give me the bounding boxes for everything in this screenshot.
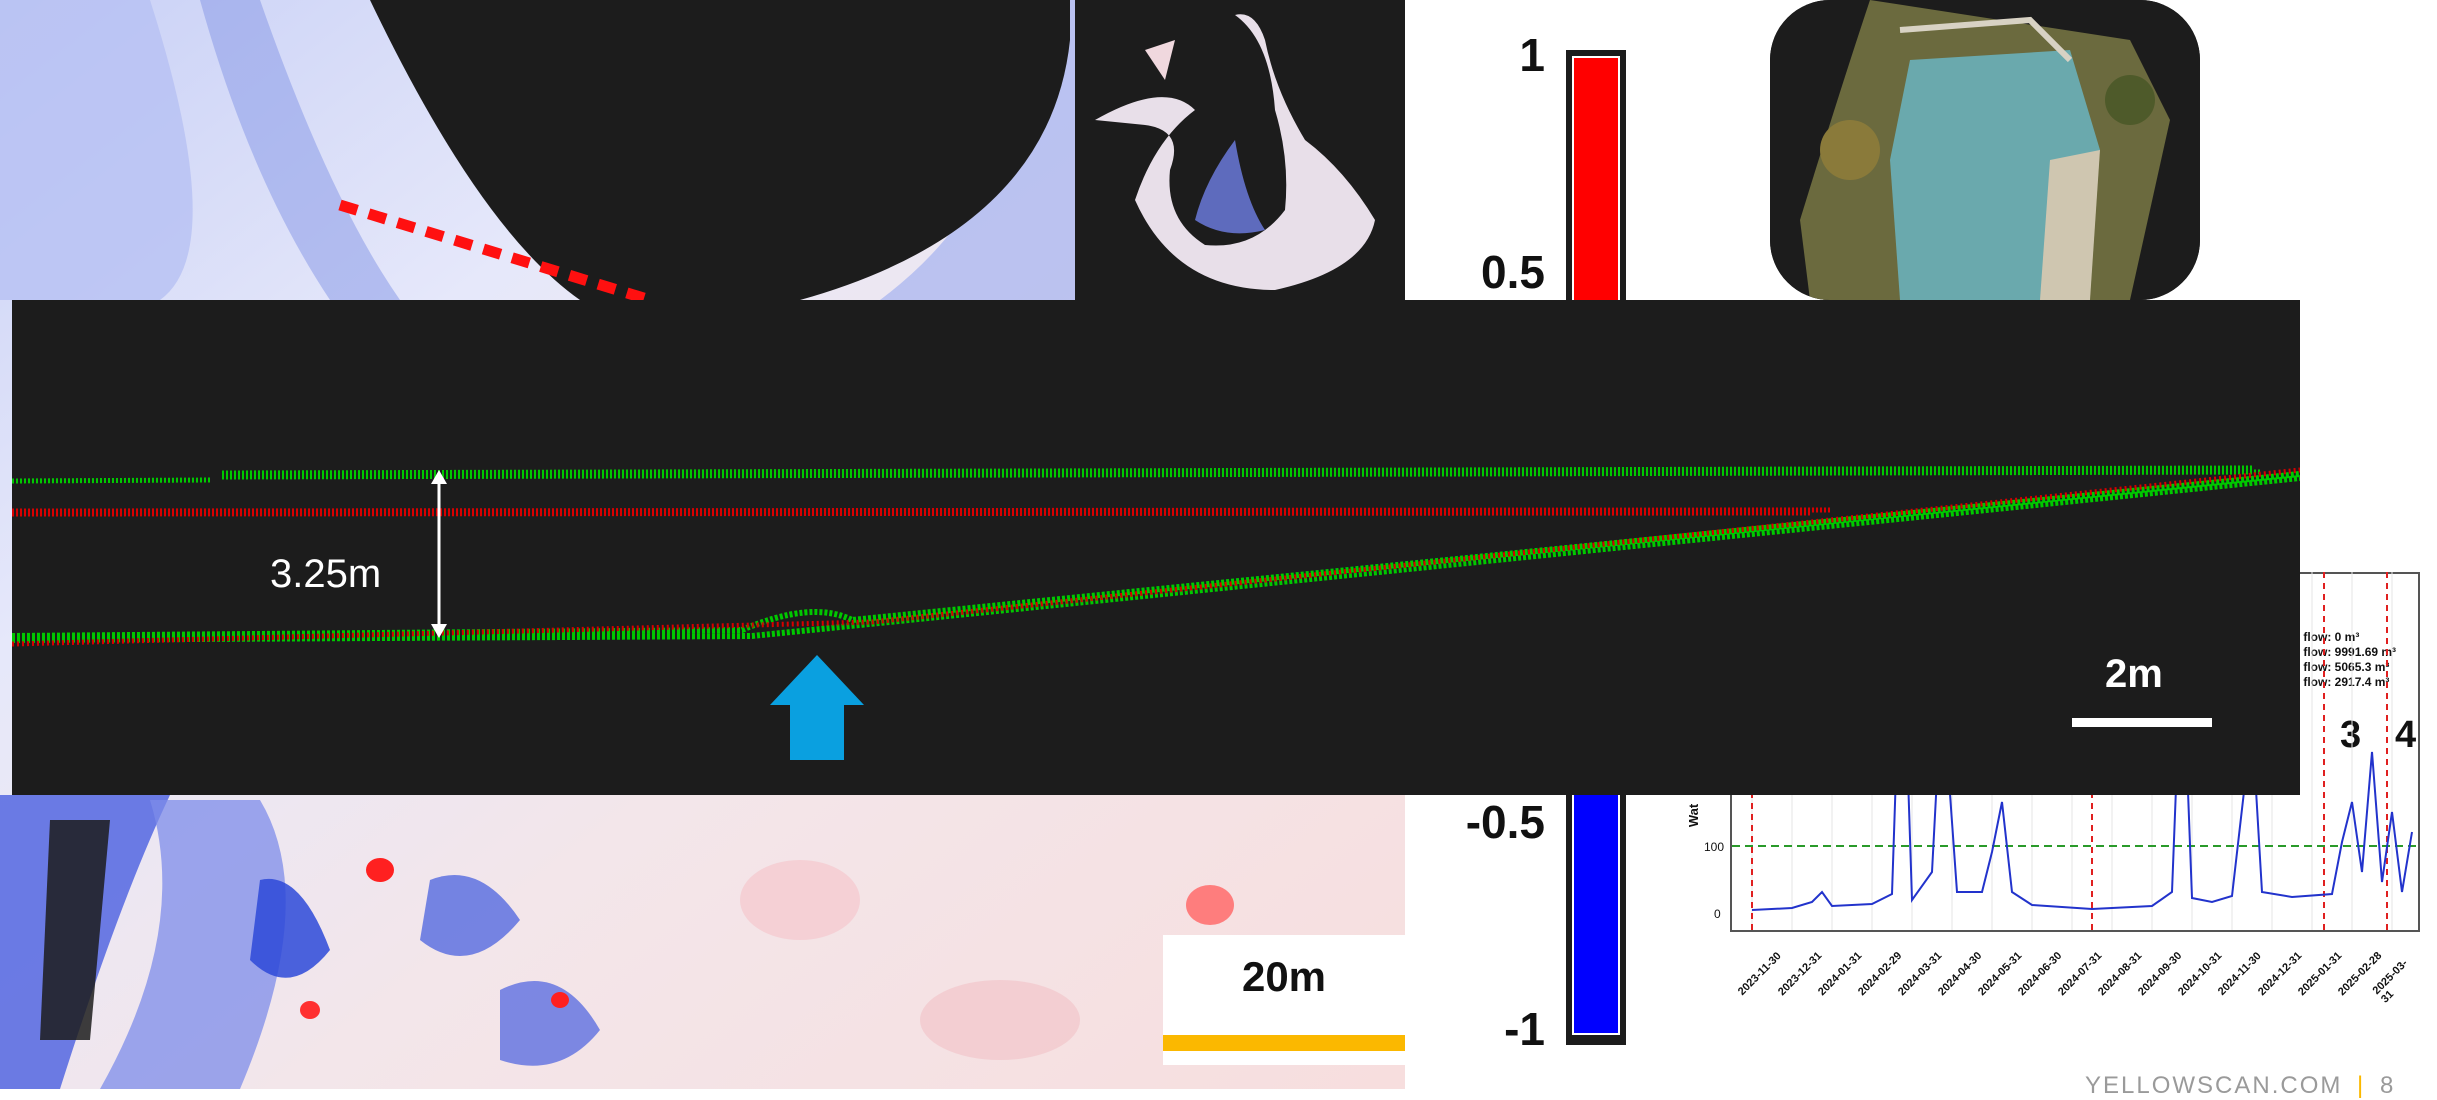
height-label: 3.25m xyxy=(270,552,382,596)
footer-site: YELLOWSCAN.COM xyxy=(2085,1072,2343,1099)
chart-y-tick-100: 100 xyxy=(1704,840,1725,854)
legend-entry-2: al flow: 9991.69 m³ xyxy=(2290,645,2397,659)
chart-x-ticks: 2023-11-30 2023-12-31 2024-01-31 2024-02… xyxy=(1730,940,2420,1010)
colorbar-tick-1: 1 xyxy=(1519,29,1545,81)
profile-point-cloud xyxy=(12,465,2300,760)
legend-entry-4: al flow: 2917.4 m³ xyxy=(2290,675,2390,689)
legend-entry-1: al flow: 0 m³ xyxy=(2290,630,2360,644)
footer: YELLOWSCAN.COM | 8 xyxy=(2085,1072,2395,1100)
chart-marker-3: 3 xyxy=(2340,714,2362,756)
colorbar-tick-0-5: 0.5 xyxy=(1481,246,1545,298)
point-cloud-profile: 3.25m 2m xyxy=(12,300,2300,795)
scale-bar-20m: 20m xyxy=(1163,935,1405,1065)
chart-y-tick-0: 0 xyxy=(1714,907,1721,921)
chart-marker-4: 4 xyxy=(2395,714,2417,756)
chart-legend: al flow: 0 m³ al flow: 9991.69 m³ al flo… xyxy=(2290,630,2396,690)
colorbar-tick-neg-0-5: -0.5 xyxy=(1465,796,1545,848)
loop-thumbnail xyxy=(1075,0,1405,300)
chart-y-label: Wat xyxy=(1686,803,1702,828)
footer-separator: | xyxy=(2357,1072,2366,1099)
footer-page-number: 8 xyxy=(2379,1072,2396,1099)
aerial-photo xyxy=(1770,0,2200,300)
scale-label-2m: 2m xyxy=(2105,652,2163,696)
scale-line-20m xyxy=(1163,1035,1405,1051)
colorbar-tick-neg-1: -1 xyxy=(1504,1003,1545,1055)
scale-label-20m: 20m xyxy=(1241,953,1327,1000)
legend-entry-3: al flow: 5065.3 m³ xyxy=(2290,660,2390,674)
